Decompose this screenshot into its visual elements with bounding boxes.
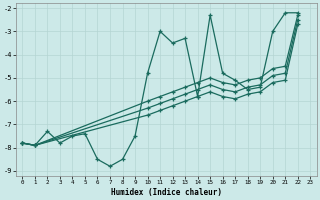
- X-axis label: Humidex (Indice chaleur): Humidex (Indice chaleur): [111, 188, 222, 197]
